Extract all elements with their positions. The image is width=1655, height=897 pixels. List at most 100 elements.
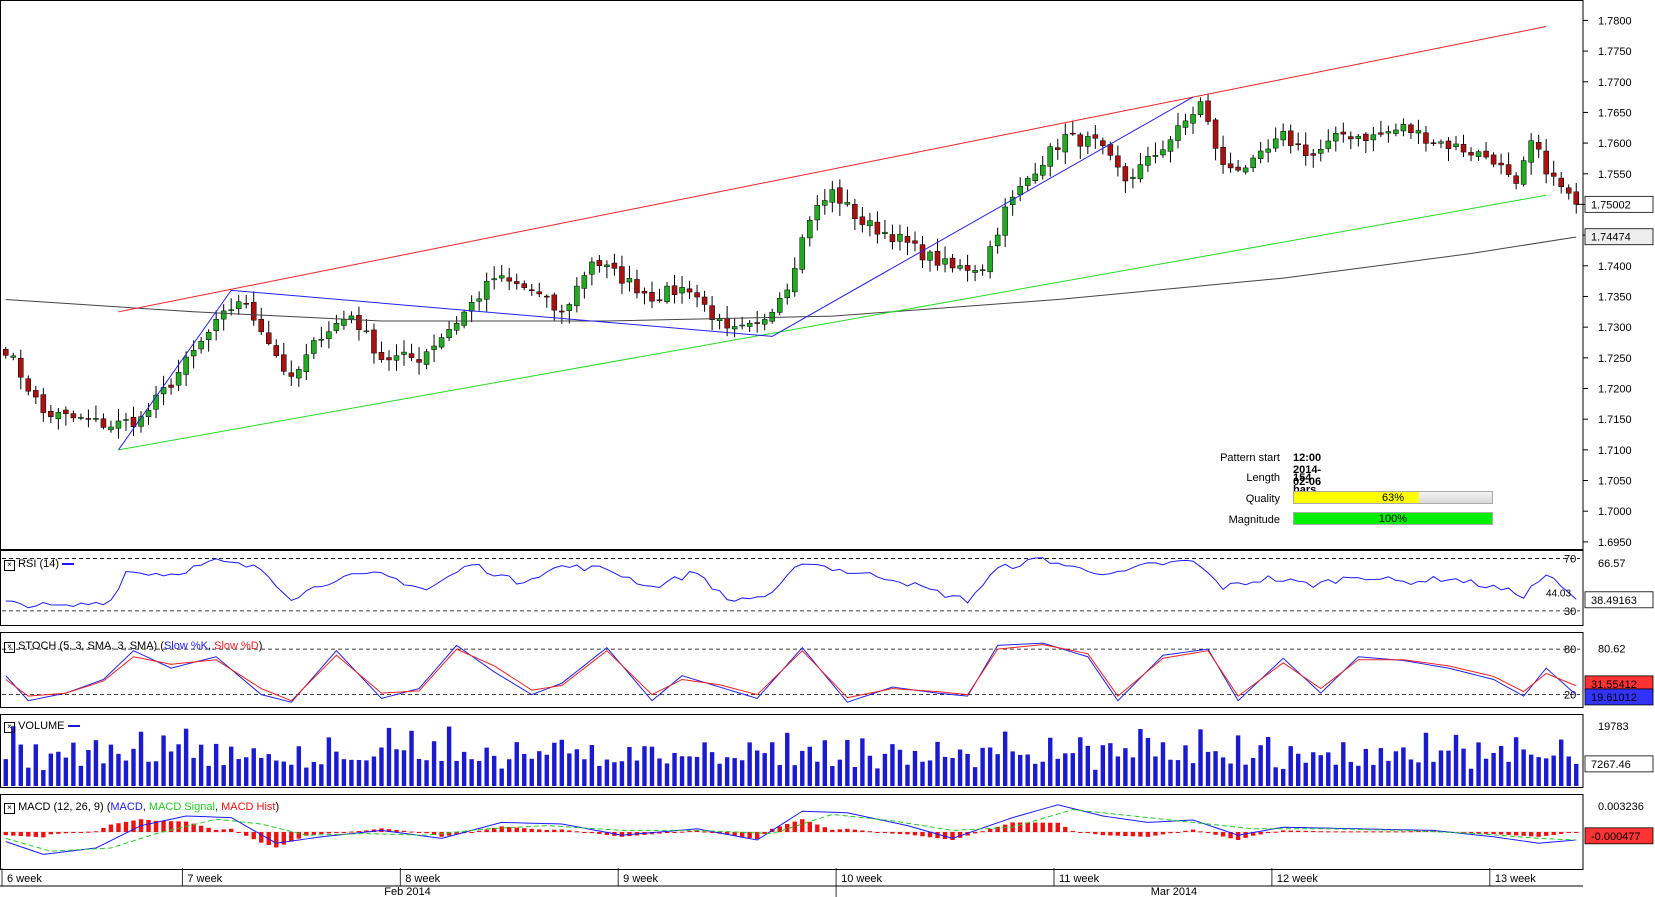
candle bbox=[882, 219, 888, 239]
volume-bar bbox=[1228, 763, 1233, 786]
macd-tick-label: 0.003236 bbox=[1598, 801, 1644, 813]
volume-bar bbox=[537, 751, 542, 786]
candle bbox=[1190, 106, 1196, 135]
volume-bar bbox=[394, 749, 399, 786]
candle bbox=[476, 291, 482, 311]
candle-body bbox=[784, 289, 790, 298]
candle-body bbox=[1468, 152, 1474, 156]
volume-bar bbox=[56, 751, 61, 786]
candle-body bbox=[48, 410, 54, 417]
macd-hist-bar bbox=[927, 832, 933, 838]
macd-hist-bar bbox=[664, 832, 670, 833]
quality-label: Quality bbox=[1245, 493, 1280, 505]
stoch-level-label: 20 bbox=[1564, 690, 1576, 702]
macd-hist-bar bbox=[251, 832, 256, 840]
candle bbox=[326, 321, 332, 349]
candle bbox=[506, 267, 512, 291]
volume-bar bbox=[544, 754, 549, 786]
volume-bar bbox=[364, 760, 369, 786]
candle bbox=[679, 275, 685, 304]
y-tick-label: 1.7350 bbox=[1598, 291, 1632, 303]
volume-bar bbox=[837, 759, 843, 786]
macd-hist-bar bbox=[1386, 831, 1391, 833]
candle-body bbox=[40, 394, 47, 413]
candle bbox=[1445, 137, 1452, 162]
candle bbox=[145, 403, 152, 425]
panel-frames bbox=[0, 0, 1584, 887]
candle bbox=[754, 311, 760, 333]
macd-hist-bar bbox=[792, 821, 797, 832]
candle bbox=[1024, 175, 1031, 191]
volume-bar bbox=[1243, 764, 1248, 786]
candle bbox=[867, 212, 873, 237]
candle bbox=[837, 179, 843, 216]
candle bbox=[957, 259, 963, 271]
macd-hist-bar bbox=[1536, 832, 1541, 837]
volume-bar bbox=[244, 757, 249, 786]
candle-body bbox=[521, 283, 527, 288]
y-tick-label: 1.7300 bbox=[1598, 322, 1632, 334]
collapse-icon[interactable]: × bbox=[4, 560, 15, 571]
volume-bar bbox=[1040, 761, 1045, 786]
candle bbox=[1242, 165, 1249, 175]
y-tick-label: 1.7050 bbox=[1598, 476, 1632, 488]
volume-bar bbox=[875, 768, 880, 786]
candle-body bbox=[626, 278, 633, 283]
collapse-icon[interactable]: × bbox=[4, 722, 15, 733]
candle-body bbox=[296, 369, 302, 379]
candle bbox=[589, 257, 595, 286]
candle-body bbox=[1295, 143, 1301, 146]
candle bbox=[281, 343, 287, 376]
candle bbox=[1348, 131, 1354, 150]
volume-bar bbox=[93, 740, 99, 786]
candle-body bbox=[175, 372, 182, 386]
volume-bar bbox=[612, 762, 617, 786]
macd-hist-bar bbox=[672, 832, 677, 833]
volume-bar bbox=[1002, 731, 1008, 786]
collapse-icon[interactable]: × bbox=[4, 642, 15, 653]
macd-title: × MACD (12, 26, 9) (MACD, MACD Signal, M… bbox=[4, 801, 279, 814]
candle-body bbox=[641, 290, 648, 294]
candle bbox=[288, 360, 295, 387]
candle bbox=[438, 333, 445, 350]
volume-bar bbox=[664, 763, 670, 786]
candle bbox=[1265, 139, 1271, 163]
macd-hist-bar bbox=[71, 832, 76, 833]
candle bbox=[1415, 119, 1422, 144]
volume-bar bbox=[1115, 756, 1121, 786]
candle bbox=[1039, 156, 1046, 180]
candle-body bbox=[1190, 114, 1196, 124]
volume-bar bbox=[679, 756, 685, 786]
volume-bar bbox=[48, 753, 54, 786]
volume-bar bbox=[1491, 752, 1496, 786]
macd-hist-bar bbox=[1243, 832, 1248, 838]
volume-bar bbox=[1010, 751, 1015, 786]
candle bbox=[994, 227, 1001, 254]
volume-bar bbox=[146, 761, 151, 786]
volume-bar bbox=[1017, 754, 1023, 786]
candle-body bbox=[356, 315, 362, 331]
candle bbox=[243, 294, 249, 309]
macd-hist-bar bbox=[1175, 832, 1181, 833]
macd-hist-bar bbox=[694, 830, 700, 832]
candle-body bbox=[401, 351, 407, 355]
candle-body bbox=[1212, 119, 1219, 149]
candle-body bbox=[897, 233, 903, 242]
macd-hist-bar bbox=[837, 829, 843, 832]
candle bbox=[220, 304, 227, 331]
candle-body bbox=[1092, 134, 1099, 139]
volume-bar bbox=[897, 749, 903, 786]
candle-body bbox=[190, 350, 197, 357]
volume-bar bbox=[1205, 751, 1211, 786]
candle bbox=[311, 337, 317, 359]
candle-body bbox=[927, 251, 933, 261]
candle-body bbox=[566, 304, 573, 311]
candle bbox=[303, 343, 310, 381]
candle-body bbox=[348, 315, 355, 320]
volume-bar bbox=[1318, 755, 1323, 786]
volume-bar bbox=[341, 759, 347, 786]
macd-hist-bar bbox=[1468, 832, 1474, 834]
volume-bar bbox=[770, 742, 775, 786]
y-tick-label: 1.7000 bbox=[1598, 506, 1632, 518]
collapse-icon[interactable]: × bbox=[4, 803, 15, 814]
